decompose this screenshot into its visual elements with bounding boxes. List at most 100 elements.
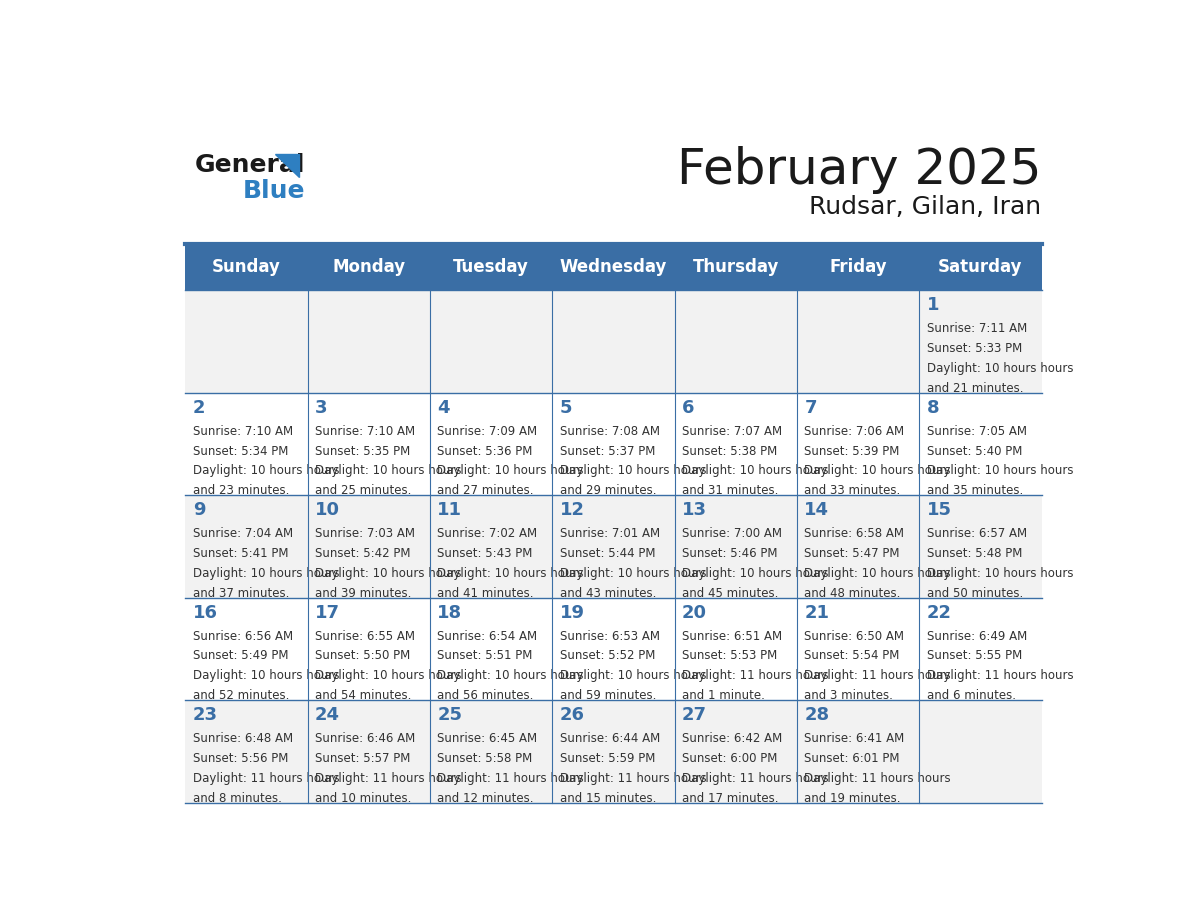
FancyBboxPatch shape: [308, 244, 430, 290]
Text: Thursday: Thursday: [693, 259, 779, 276]
Text: Daylight: 10 hours hours: Daylight: 10 hours hours: [927, 465, 1073, 477]
FancyBboxPatch shape: [185, 290, 308, 393]
FancyBboxPatch shape: [552, 496, 675, 598]
FancyBboxPatch shape: [920, 393, 1042, 496]
Text: Monday: Monday: [333, 259, 405, 276]
FancyBboxPatch shape: [430, 496, 552, 598]
FancyBboxPatch shape: [308, 290, 430, 393]
Text: and 54 minutes.: and 54 minutes.: [315, 689, 411, 702]
FancyBboxPatch shape: [797, 496, 920, 598]
Text: Sunset: 6:00 PM: Sunset: 6:00 PM: [682, 752, 777, 765]
Text: and 6 minutes.: and 6 minutes.: [927, 689, 1016, 702]
Text: Sunrise: 7:03 AM: Sunrise: 7:03 AM: [315, 527, 415, 540]
Text: and 17 minutes.: and 17 minutes.: [682, 791, 778, 804]
FancyBboxPatch shape: [552, 700, 675, 803]
Text: Sunset: 5:42 PM: Sunset: 5:42 PM: [315, 547, 411, 560]
Text: Daylight: 10 hours hours: Daylight: 10 hours hours: [315, 669, 461, 682]
FancyBboxPatch shape: [308, 393, 430, 496]
Text: Sunrise: 7:00 AM: Sunrise: 7:00 AM: [682, 527, 782, 540]
Text: 18: 18: [437, 603, 462, 621]
Text: Daylight: 11 hours hours: Daylight: 11 hours hours: [192, 772, 340, 785]
Text: and 27 minutes.: and 27 minutes.: [437, 484, 533, 497]
Text: Sunset: 5:59 PM: Sunset: 5:59 PM: [560, 752, 655, 765]
Text: 15: 15: [927, 501, 952, 519]
Text: Daylight: 10 hours hours: Daylight: 10 hours hours: [804, 566, 950, 580]
FancyBboxPatch shape: [552, 393, 675, 496]
Text: Sunrise: 6:54 AM: Sunrise: 6:54 AM: [437, 630, 537, 643]
FancyBboxPatch shape: [920, 598, 1042, 700]
Text: Sunset: 5:40 PM: Sunset: 5:40 PM: [927, 444, 1022, 457]
FancyBboxPatch shape: [185, 598, 308, 700]
Text: Sunset: 5:35 PM: Sunset: 5:35 PM: [315, 444, 410, 457]
FancyBboxPatch shape: [797, 244, 920, 290]
Text: Daylight: 11 hours hours: Daylight: 11 hours hours: [315, 772, 462, 785]
Text: Daylight: 10 hours hours: Daylight: 10 hours hours: [682, 566, 828, 580]
Text: Daylight: 10 hours hours: Daylight: 10 hours hours: [192, 669, 340, 682]
Text: Sunrise: 6:46 AM: Sunrise: 6:46 AM: [315, 733, 416, 745]
FancyBboxPatch shape: [675, 244, 797, 290]
Text: Sunset: 5:38 PM: Sunset: 5:38 PM: [682, 444, 777, 457]
FancyBboxPatch shape: [920, 496, 1042, 598]
Text: and 37 minutes.: and 37 minutes.: [192, 587, 289, 599]
Text: and 43 minutes.: and 43 minutes.: [560, 587, 656, 599]
Text: Sunset: 5:44 PM: Sunset: 5:44 PM: [560, 547, 655, 560]
FancyBboxPatch shape: [675, 700, 797, 803]
Text: Daylight: 10 hours hours: Daylight: 10 hours hours: [682, 465, 828, 477]
Text: and 12 minutes.: and 12 minutes.: [437, 791, 533, 804]
FancyBboxPatch shape: [797, 700, 920, 803]
Text: Sunset: 5:50 PM: Sunset: 5:50 PM: [315, 650, 410, 663]
Text: Daylight: 10 hours hours: Daylight: 10 hours hours: [315, 465, 461, 477]
Text: and 45 minutes.: and 45 minutes.: [682, 587, 778, 599]
FancyBboxPatch shape: [552, 598, 675, 700]
Text: Sunrise: 7:01 AM: Sunrise: 7:01 AM: [560, 527, 659, 540]
Text: Saturday: Saturday: [939, 259, 1023, 276]
FancyBboxPatch shape: [675, 393, 797, 496]
Text: 1: 1: [927, 297, 940, 314]
Text: and 35 minutes.: and 35 minutes.: [927, 484, 1023, 497]
Text: 22: 22: [927, 603, 952, 621]
Text: and 10 minutes.: and 10 minutes.: [315, 791, 411, 804]
Text: Friday: Friday: [829, 259, 887, 276]
Text: Sunset: 5:52 PM: Sunset: 5:52 PM: [560, 650, 655, 663]
Text: Daylight: 11 hours hours: Daylight: 11 hours hours: [804, 772, 950, 785]
Text: 2: 2: [192, 398, 206, 417]
Text: 28: 28: [804, 706, 829, 724]
Text: 7: 7: [804, 398, 817, 417]
Text: Rudsar, Gilan, Iran: Rudsar, Gilan, Iran: [809, 195, 1042, 219]
Text: Sunset: 5:36 PM: Sunset: 5:36 PM: [437, 444, 532, 457]
FancyBboxPatch shape: [797, 290, 920, 393]
Text: Daylight: 10 hours hours: Daylight: 10 hours hours: [437, 669, 583, 682]
FancyBboxPatch shape: [552, 290, 675, 393]
Text: Sunrise: 6:48 AM: Sunrise: 6:48 AM: [192, 733, 292, 745]
Text: Daylight: 11 hours hours: Daylight: 11 hours hours: [560, 772, 707, 785]
Text: Daylight: 10 hours hours: Daylight: 10 hours hours: [192, 465, 340, 477]
Text: February 2025: February 2025: [677, 145, 1042, 194]
Text: Sunset: 5:56 PM: Sunset: 5:56 PM: [192, 752, 287, 765]
Text: 26: 26: [560, 706, 584, 724]
Text: Daylight: 11 hours hours: Daylight: 11 hours hours: [682, 669, 828, 682]
Text: and 52 minutes.: and 52 minutes.: [192, 689, 289, 702]
Text: Sunset: 5:48 PM: Sunset: 5:48 PM: [927, 547, 1022, 560]
Text: Sunrise: 7:07 AM: Sunrise: 7:07 AM: [682, 425, 782, 438]
Text: Sunset: 5:34 PM: Sunset: 5:34 PM: [192, 444, 287, 457]
Text: 9: 9: [192, 501, 206, 519]
Text: Daylight: 10 hours hours: Daylight: 10 hours hours: [560, 465, 706, 477]
Text: Daylight: 10 hours hours: Daylight: 10 hours hours: [927, 566, 1073, 580]
Text: Sunset: 5:37 PM: Sunset: 5:37 PM: [560, 444, 655, 457]
Text: Sunset: 5:39 PM: Sunset: 5:39 PM: [804, 444, 899, 457]
Text: Sunset: 5:47 PM: Sunset: 5:47 PM: [804, 547, 899, 560]
Text: and 33 minutes.: and 33 minutes.: [804, 484, 901, 497]
FancyBboxPatch shape: [920, 290, 1042, 393]
Text: 11: 11: [437, 501, 462, 519]
Text: and 39 minutes.: and 39 minutes.: [315, 587, 411, 599]
Text: Daylight: 11 hours hours: Daylight: 11 hours hours: [682, 772, 828, 785]
Text: 6: 6: [682, 398, 695, 417]
Text: Sunrise: 6:42 AM: Sunrise: 6:42 AM: [682, 733, 782, 745]
FancyBboxPatch shape: [430, 244, 552, 290]
Text: Sunrise: 6:55 AM: Sunrise: 6:55 AM: [315, 630, 415, 643]
FancyBboxPatch shape: [675, 598, 797, 700]
FancyBboxPatch shape: [430, 393, 552, 496]
Text: Sunset: 5:49 PM: Sunset: 5:49 PM: [192, 650, 289, 663]
Text: Daylight: 10 hours hours: Daylight: 10 hours hours: [804, 465, 950, 477]
Text: Sunrise: 7:05 AM: Sunrise: 7:05 AM: [927, 425, 1026, 438]
